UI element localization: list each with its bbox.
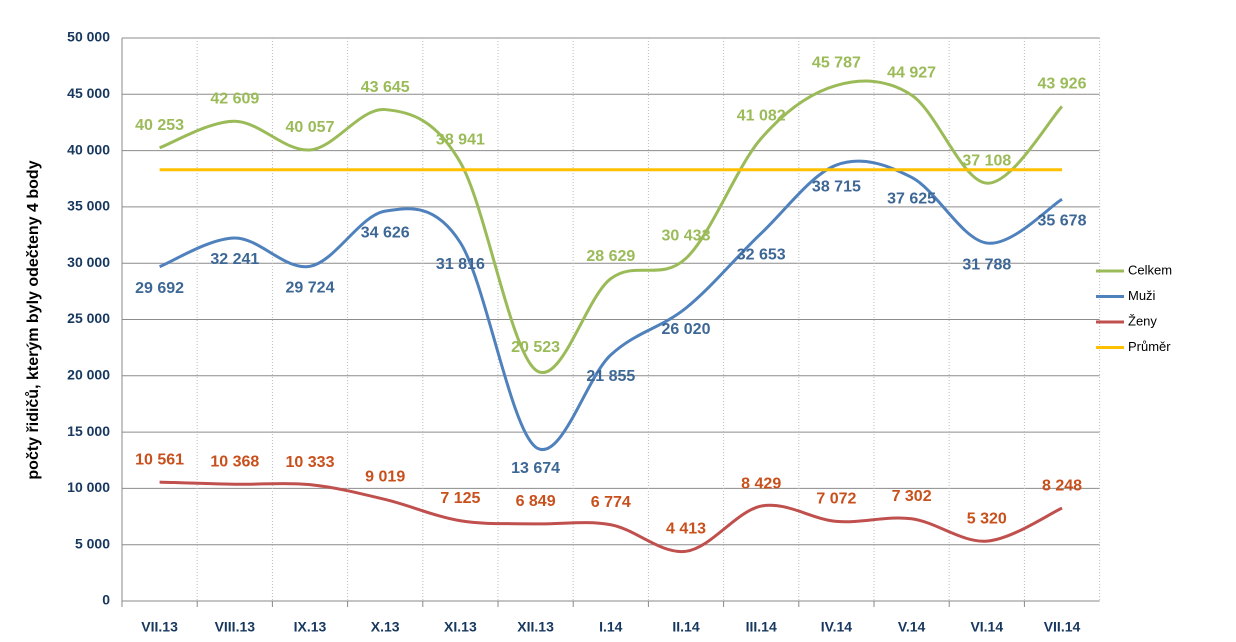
value-label: 7 072	[816, 491, 856, 508]
legend-label: Celkem	[1128, 262, 1172, 277]
value-label: 41 082	[737, 108, 786, 125]
x-tick-label: III.14	[746, 619, 777, 635]
y-tick-label: 20 000	[67, 367, 110, 383]
value-label: 34 626	[361, 224, 410, 241]
value-label: 6 849	[516, 493, 556, 510]
x-tick-label: VI.14	[970, 619, 1003, 635]
value-label: 37 625	[887, 191, 936, 208]
x-tick-label: IX.13	[294, 619, 327, 635]
value-label: 13 674	[511, 460, 560, 477]
legend-label: Muži	[1128, 288, 1156, 303]
value-label: 37 108	[962, 152, 1011, 169]
value-label: 8 429	[741, 475, 781, 492]
x-tick-label: I.14	[599, 619, 623, 635]
value-label: 40 057	[286, 119, 335, 136]
x-tick-label: XI.13	[444, 619, 477, 635]
x-tick-label: V.14	[898, 619, 926, 635]
y-tick-label: 40 000	[67, 141, 110, 157]
x-tick-label: IV.14	[821, 619, 853, 635]
value-label: 43 926	[1038, 76, 1087, 93]
value-label: 43 645	[361, 79, 410, 96]
x-tick-label: X.13	[371, 619, 400, 635]
value-label: 31 816	[436, 256, 485, 273]
y-tick-label: 10 000	[67, 479, 110, 495]
value-label: 5 320	[967, 510, 1007, 527]
value-label: 32 241	[210, 251, 259, 268]
value-label: 4 413	[666, 521, 706, 538]
value-label: 20 523	[511, 339, 560, 356]
x-tick-label: VIII.13	[215, 619, 256, 635]
value-label: 6 774	[591, 494, 631, 511]
series-line	[159, 159, 1063, 452]
value-label: 10 561	[135, 451, 184, 468]
y-tick-label: 5 000	[75, 535, 110, 551]
value-label: 45 787	[812, 55, 861, 72]
series-line	[159, 79, 1064, 374]
x-tick-label: II.14	[672, 619, 699, 635]
value-label: 38 941	[436, 132, 485, 149]
value-label: 40 253	[135, 117, 184, 134]
series-line	[159, 480, 1063, 553]
y-tick-label: 0	[102, 592, 110, 608]
legend-label: Průměr	[1128, 339, 1171, 354]
y-tick-label: 45 000	[67, 85, 110, 101]
value-label: 7 125	[440, 490, 480, 507]
y-axis-label: počty řidičů, kterým byly odečteny 4 bod…	[25, 160, 42, 479]
value-label: 35 678	[1038, 212, 1087, 229]
y-tick-label: 50 000	[67, 29, 110, 45]
value-label: 30 433	[662, 228, 711, 245]
value-label: 10 333	[286, 454, 335, 471]
y-tick-label: 25 000	[67, 310, 110, 326]
value-label: 29 724	[286, 280, 335, 297]
x-tick-label: VII.14	[1044, 619, 1081, 635]
legend-label: Ženy	[1128, 313, 1157, 328]
x-tick-label: XII.13	[517, 619, 554, 635]
value-label: 7 302	[892, 488, 932, 505]
value-label: 26 020	[662, 321, 711, 338]
value-label: 42 609	[210, 90, 259, 107]
value-label: 29 692	[135, 280, 184, 297]
value-label: 28 629	[586, 248, 635, 265]
value-label: 44 927	[887, 64, 936, 81]
value-label: 8 248	[1042, 477, 1082, 494]
value-label: 9 019	[365, 469, 405, 486]
value-label: 38 715	[812, 178, 861, 195]
value-label: 21 855	[586, 368, 635, 385]
y-tick-label: 35 000	[67, 198, 110, 214]
y-tick-label: 15 000	[67, 423, 110, 439]
value-label: 31 788	[962, 256, 1011, 273]
y-tick-label: 30 000	[67, 254, 110, 270]
value-label: 32 653	[737, 247, 786, 264]
x-tick-label: VII.13	[141, 619, 178, 635]
value-label: 10 368	[210, 453, 259, 470]
